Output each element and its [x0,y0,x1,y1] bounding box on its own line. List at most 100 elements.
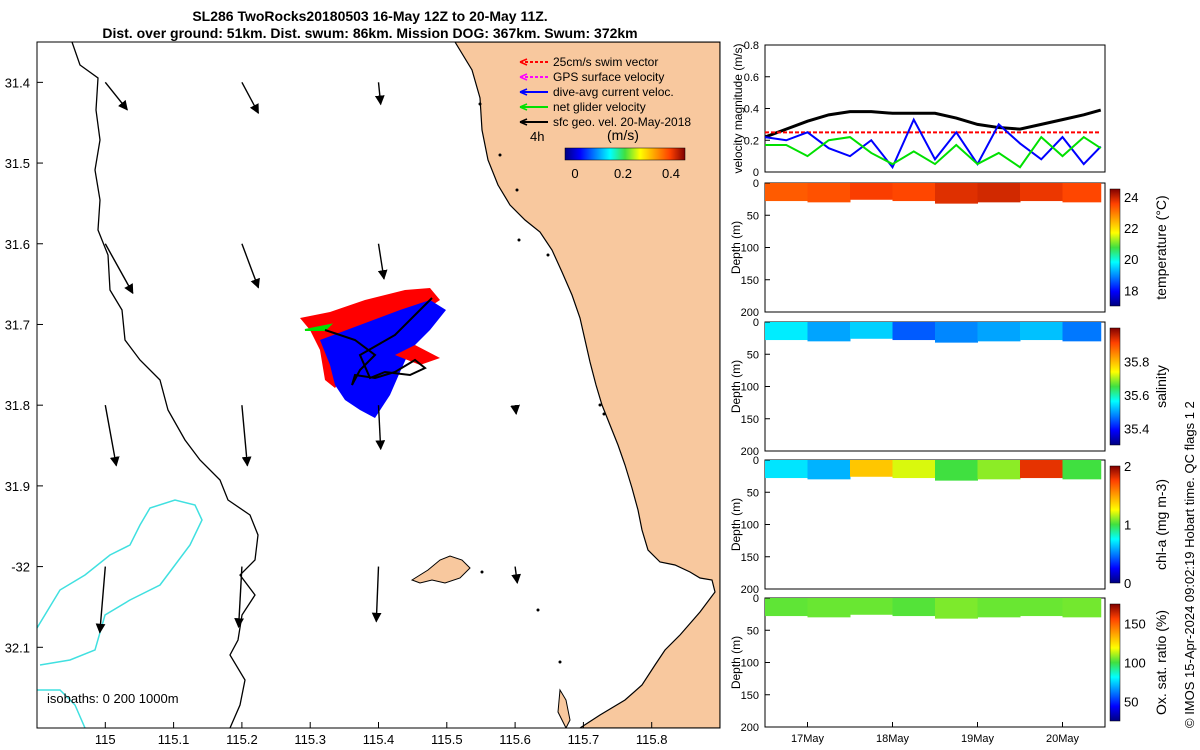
velocity-panel-frame [764,44,1106,173]
temperature-colorbar [1109,188,1121,307]
temperature-y-tick-label: 150 [741,275,759,287]
velocity-y-tick-label: 0.4 [744,104,759,116]
legend-arrow [519,88,528,96]
chla-colorbar-tick-label: 0 [1124,576,1131,591]
sfc-vector-arrow [377,243,388,280]
map-colorbar-ticks: 0 0.2 0.4 [571,166,680,181]
chla-colorbar-tick-label: 2 [1124,459,1131,474]
scale-vector-label: 4h [530,129,544,144]
sfc-vector-arrow [510,404,520,415]
oxygen-data-cell [977,598,1021,618]
temperature-data-cell [850,183,893,200]
salinity-data-cell [1062,322,1102,342]
oxygen-y-tick-label: 200 [741,722,759,734]
current-vector-cloud [320,300,446,418]
sfc-vector-arrow [104,405,120,467]
temperature-colorbar-label: temperature (°C) [1153,195,1169,299]
salinity-y-tick-label: 0 [753,317,759,329]
map-x-tick-label: 115.1 [158,732,190,747]
net-velocity-cloud [304,323,334,331]
legend-arrow [519,103,528,111]
map-colorbar-tick-label: 0.2 [614,166,632,181]
oxygen-y-tick-label: 0 [753,593,759,605]
map-y-tick-label: -32 [11,560,30,575]
temperature-data-cell [1062,183,1102,203]
legend-label: dive-avg current veloc. [553,85,674,99]
oxygen-colorbar-tick-label: 150 [1124,617,1146,632]
salinity-data-cell [765,322,808,341]
time-axis-label: 20May [1046,733,1080,745]
sfc-vector-arrow [371,566,382,623]
oxygen-y-tick-label: 100 [741,658,759,670]
glider-track [300,288,446,418]
salinity-y-tick-label: 50 [747,349,759,361]
salinity-data-cell [977,322,1021,342]
legend-label: 25cm/s swim vector [553,55,658,69]
legend-label: net glider velocity [553,100,646,114]
oxygen-y-label: Depth (m) [729,636,743,689]
sfc-vector-arrow [241,82,260,115]
chla-data-cell [892,460,936,479]
coast-specks [478,102,606,664]
velocity-y-tick-label: 0 [753,167,759,179]
chla-y-tick-label: 0 [753,455,759,467]
velocity-y-tick-label: 0.2 [744,135,759,147]
oxygen-y-tick-label: 150 [741,690,759,702]
velocity-series-line [764,108,1102,139]
temperature-data-cell [977,183,1021,203]
map-colorbar [564,147,686,161]
temperature-data-cell [892,183,936,202]
chla-colorbar-tick-label: 1 [1124,518,1131,533]
temperature-colorbar-tick-label: 24 [1124,190,1138,205]
chla-data-cell [935,460,978,481]
salinity-colorbar-tick-label: 35.6 [1124,388,1149,403]
salinity-y-tick-label: 200 [741,446,759,458]
isobath-label: isobaths: 0 200 1000m [47,691,179,706]
salinity-data-cell [935,322,978,343]
sfc-vector-arrow [241,405,252,467]
oxygen-colorbar-label: Ox. sat. ratio (%) [1153,610,1169,715]
map-y-axis: 31.4 31.5 31.6 31.7 31.8 31.9 -32 32.1 [5,75,43,655]
map-x-tick-label: 115.5 [431,732,463,747]
salinity-data-cell [850,322,893,339]
oxygen-colorbar-tick-label: 100 [1124,656,1146,671]
map-x-tick-label: 115.6 [499,732,531,747]
map-x-tick-label: 115.3 [294,732,326,747]
map-y-tick-label: 31.5 [5,156,30,171]
chla-data-cell [977,460,1021,480]
sfc-vector-arrow [374,82,385,106]
map-x-tick-label: 115.2 [226,732,258,747]
salinity-data-cell [807,322,851,342]
legend-label: sfc geo. vel. 20-May-2018 [553,115,691,129]
velocity-y-tick-label: 0.6 [744,72,759,84]
legend-arrow [519,118,528,126]
chla-colorbar-label: chl-a (mg m-3) [1153,479,1169,570]
map-y-tick-label: 31.4 [5,75,30,90]
oxygen-colorbar-tick-label: 50 [1124,695,1138,710]
chart-title-line1: SL286 TwoRocks20180503 16-May 12Z to 20-… [192,8,548,24]
map-y-tick-label: 31.7 [5,317,30,332]
temperature-y-tick-label: 200 [741,307,759,319]
temperature-colorbar-tick-label: 20 [1124,252,1138,267]
map-y-tick-label: 31.6 [5,237,30,252]
temperature-y-tick-label: 0 [753,178,759,190]
islet [557,688,571,728]
map-x-tick-label: 115.4 [363,732,395,747]
oxygen-y-tick-label: 50 [747,625,759,637]
oxygen-colorbar [1109,603,1121,722]
glider-path [324,297,433,386]
island [410,555,471,584]
time-axis-label: 19May [961,733,995,745]
temperature-y-label: Depth (m) [729,221,743,274]
map-x-tick-label: 115.8 [636,732,668,747]
salinity-colorbar [1109,327,1121,446]
legend-arrow [519,73,528,81]
sfc-vector-arrow [241,243,260,289]
chla-y-tick-label: 200 [741,584,759,596]
temperature-y-tick-label: 50 [747,210,759,222]
land-area [454,42,720,728]
time-axis-label: 18May [876,733,910,745]
